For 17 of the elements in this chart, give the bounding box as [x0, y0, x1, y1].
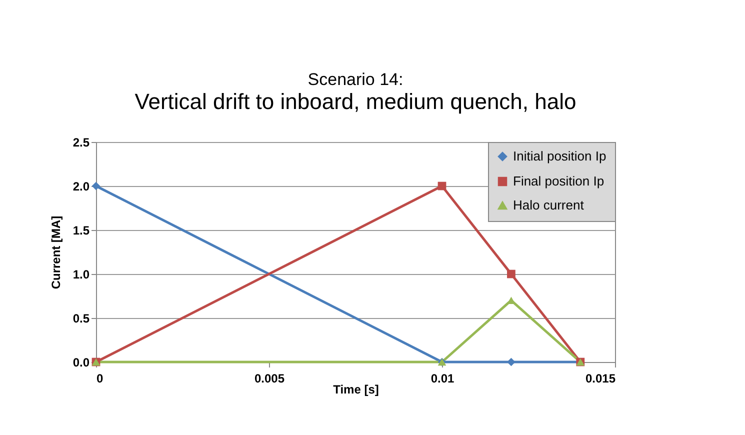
y-tick-label: 2.5 — [72, 136, 90, 150]
legend-label: Initial position Ip — [513, 148, 606, 164]
x-tick-label: 0 — [96, 372, 104, 386]
legend-label: Halo current — [513, 198, 584, 212]
x-tick-label: 0.015 — [585, 372, 616, 386]
y-tick-label: 0.5 — [72, 312, 90, 326]
x-tick-label: 0.01 — [430, 372, 454, 386]
y-axis-title: Current [MA] — [48, 216, 63, 290]
legend-label: Final position Ip — [513, 174, 604, 188]
y-tick-label: 1.0 — [72, 268, 90, 282]
chart-title: Scenario 14: — [308, 70, 404, 89]
y-tick-label: 1.5 — [72, 224, 90, 238]
y-tick-label: 0.0 — [72, 356, 90, 370]
chart-subtitle: Vertical drift to inboard, medium quench, halo — [134, 89, 576, 114]
x-axis-title: Time [s] — [333, 382, 379, 396]
x-tick-label: 0.005 — [254, 372, 285, 386]
y-tick-label: 2.0 — [72, 180, 90, 194]
